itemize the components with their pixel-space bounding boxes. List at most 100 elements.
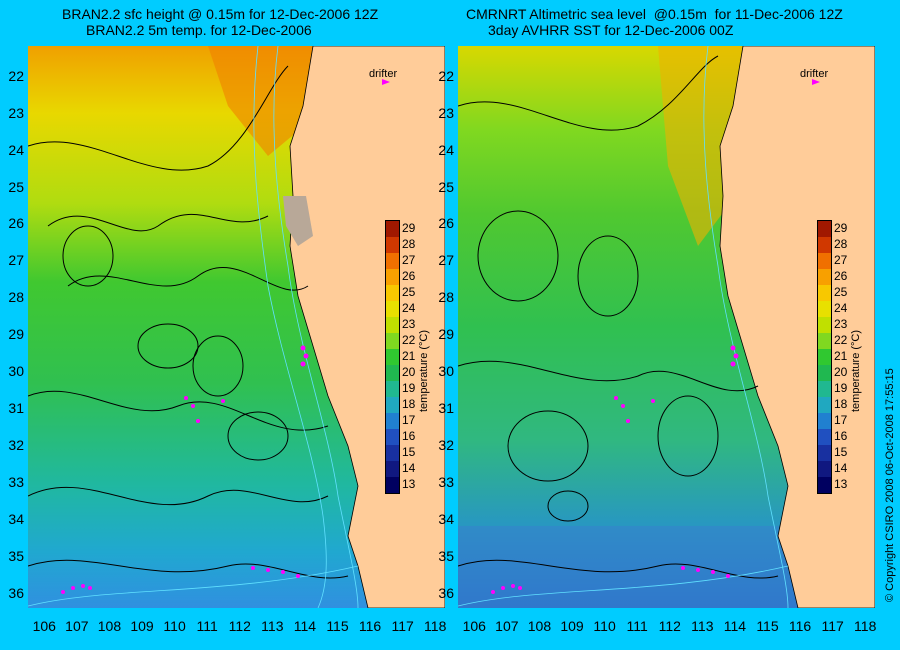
lon-tick-label: 112 <box>658 618 681 634</box>
lon-tick-label: 115 <box>756 618 779 634</box>
copyright-notice: © Copyright CSIRO 2008 06-Oct-2008 17:55… <box>884 368 896 602</box>
colorbar-tick-label: 19 <box>834 381 848 395</box>
right-map-svg <box>458 46 875 608</box>
cool-water-patch <box>458 526 875 608</box>
lat-tick-label: 34 <box>438 511 454 528</box>
lat-tick-label: 30 <box>438 363 454 380</box>
colorbar-swatch <box>386 285 399 301</box>
lon-tick-label: 106 <box>462 618 486 634</box>
colorbar-swatch <box>818 429 831 445</box>
colorbar-tick-label: 23 <box>402 317 416 331</box>
lat-tick-label: 27 <box>8 252 24 269</box>
colorbar-tick-label: 27 <box>834 253 848 267</box>
colorbar-tick-label: 13 <box>402 477 416 491</box>
colorbar-tick-label: 29 <box>834 221 848 235</box>
coastline-land <box>719 46 875 608</box>
lat-tick-label: 26 <box>8 215 24 232</box>
colorbar-tick-label: 22 <box>834 333 848 347</box>
colorbar-swatch <box>818 269 831 285</box>
colorbar-swatch <box>386 445 399 461</box>
colorbar-swatch <box>386 237 399 253</box>
colorbar-swatch <box>818 477 831 493</box>
colorbar-swatch <box>386 429 399 445</box>
lat-tick-label: 26 <box>438 215 454 232</box>
lat-tick-label: 31 <box>8 400 24 417</box>
colorbar-swatch <box>386 253 399 269</box>
lon-tick-label: 111 <box>196 618 218 634</box>
right-drifter-label: drifter <box>800 68 829 80</box>
lat-tick-label: 24 <box>8 141 24 158</box>
colorbar-tick-label: 24 <box>402 301 416 315</box>
colorbar-swatch <box>818 397 831 413</box>
lon-tick-label: 114 <box>293 618 317 634</box>
lat-tick-label: 33 <box>8 474 24 491</box>
left-colorbar <box>385 220 400 494</box>
colorbar-tick-label: 26 <box>834 269 848 283</box>
lat-tick-label: 32 <box>438 437 454 454</box>
lat-tick-label: 22 <box>438 67 454 84</box>
lat-tick-label: 35 <box>8 548 24 565</box>
lat-tick-label: 27 <box>438 252 454 269</box>
lon-tick-label: 109 <box>560 618 584 634</box>
lon-tick-label: 118 <box>854 618 877 634</box>
colorbar-swatch <box>818 221 831 237</box>
right-colorbar-title: temperature (°C) <box>850 329 862 412</box>
colorbar-swatch <box>818 285 831 301</box>
colorbar-swatch <box>386 333 399 349</box>
colorbar-swatch <box>818 237 831 253</box>
colorbar-tick-label: 25 <box>834 285 848 299</box>
colorbar-swatch <box>818 349 831 365</box>
colorbar-swatch <box>386 349 399 365</box>
colorbar-swatch <box>386 477 399 493</box>
lat-tick-label: 33 <box>438 474 454 491</box>
colorbar-swatch <box>386 381 399 397</box>
left-panel-title-2: BRAN2.2 5m temp. for 12-Dec-2006 <box>86 22 312 38</box>
lat-tick-label: 31 <box>438 400 454 417</box>
left-drifter-label: drifter <box>369 68 398 80</box>
sea-height-contours <box>28 65 349 579</box>
lon-tick-label: 116 <box>788 618 812 634</box>
right-panel-title-1: CMRNRT Altimetric sea level @0.15m for 1… <box>466 6 843 22</box>
left-map-svg <box>28 46 445 608</box>
lon-tick-label: 116 <box>358 618 382 634</box>
lon-tick-label: 118 <box>424 618 447 634</box>
colorbar-swatch <box>386 365 399 381</box>
estuary-region <box>283 196 313 246</box>
colorbar-swatch <box>386 269 399 285</box>
colorbar-swatch <box>818 317 831 333</box>
colorbar-tick-label: 21 <box>402 349 416 363</box>
lat-tick-label: 23 <box>8 104 24 121</box>
lon-tick-label: 113 <box>691 618 714 634</box>
lat-tick-label: 30 <box>8 363 24 380</box>
colorbar-tick-label: 17 <box>402 413 416 427</box>
colorbar-swatch <box>818 461 831 477</box>
colorbar-tick-label: 20 <box>402 365 416 379</box>
colorbar-tick-label: 15 <box>402 445 416 459</box>
colorbar-tick-label: 20 <box>834 365 848 379</box>
colorbar-tick-label: 17 <box>834 413 848 427</box>
colorbar-swatch <box>386 397 399 413</box>
colorbar-tick-label: 21 <box>834 349 848 363</box>
colorbar-tick-label: 16 <box>402 429 416 443</box>
lon-tick-label: 109 <box>130 618 154 634</box>
lon-tick-label: 108 <box>527 618 552 634</box>
right-colorbar <box>817 220 832 494</box>
lat-tick-label: 36 <box>438 585 454 602</box>
lon-tick-label: 117 <box>821 618 844 634</box>
lon-tick-label: 111 <box>626 618 648 634</box>
colorbar-tick-label: 28 <box>834 237 848 251</box>
colorbar-swatch <box>386 221 399 237</box>
colorbar-tick-label: 13 <box>834 477 848 491</box>
lat-tick-label: 25 <box>8 178 24 195</box>
lat-tick-label: 34 <box>8 511 24 528</box>
colorbar-swatch <box>818 365 831 381</box>
lon-tick-label: 107 <box>495 618 519 634</box>
lat-tick-label: 36 <box>8 585 24 602</box>
lon-tick-label: 110 <box>593 618 616 634</box>
colorbar-swatch <box>818 413 831 429</box>
colorbar-tick-label: 26 <box>402 269 416 283</box>
colorbar-tick-label: 14 <box>834 461 848 475</box>
lon-tick-label: 113 <box>261 618 284 634</box>
colorbar-tick-label: 22 <box>402 333 416 347</box>
lat-tick-label: 29 <box>438 326 454 343</box>
